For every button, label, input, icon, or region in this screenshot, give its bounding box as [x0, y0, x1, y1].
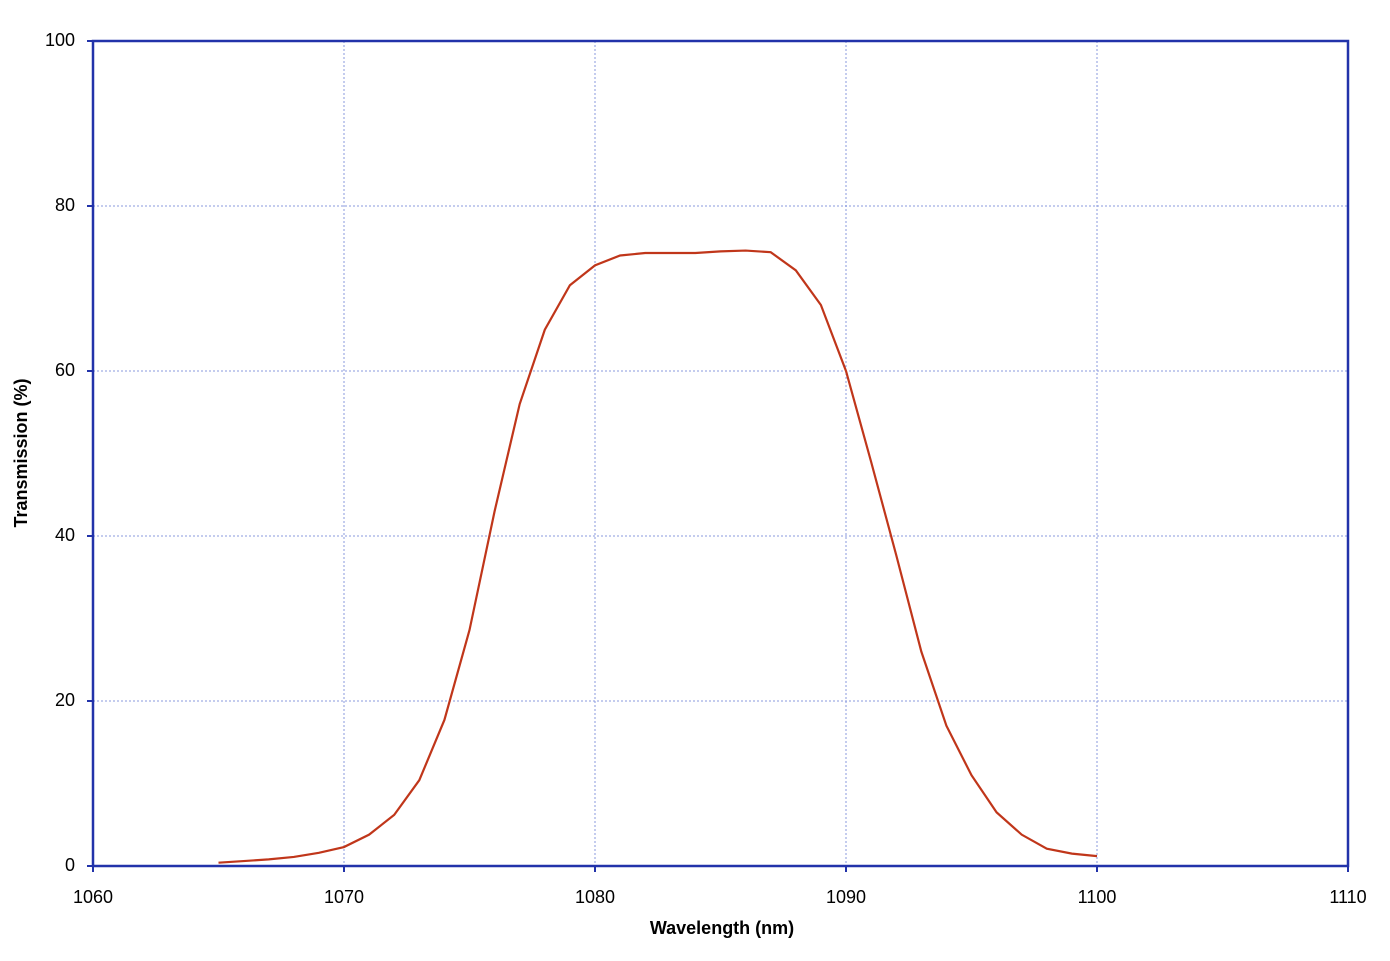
data-line [218, 249, 1098, 864]
x-tick-label: 1090 [826, 887, 866, 907]
x-tick-label: 1070 [324, 887, 364, 907]
plot-frame [91, 39, 1350, 868]
y-tick-label: 80 [55, 195, 75, 215]
y-tick-label: 100 [45, 30, 75, 50]
x-tick-label: 1060 [73, 887, 113, 907]
x-axis-title: Wavelength (nm) [650, 918, 794, 938]
y-tick-label: 0 [65, 855, 75, 875]
x-tick-label: 1100 [1078, 887, 1117, 907]
x-tick-label: 1110 [1329, 887, 1366, 907]
y-tick-label: 40 [55, 525, 75, 545]
y-axis-title: Transmission (%) [11, 378, 31, 527]
y-tick-label: 60 [55, 360, 75, 380]
x-tick-label: 1080 [575, 887, 615, 907]
y-tick-label: 20 [55, 690, 75, 710]
